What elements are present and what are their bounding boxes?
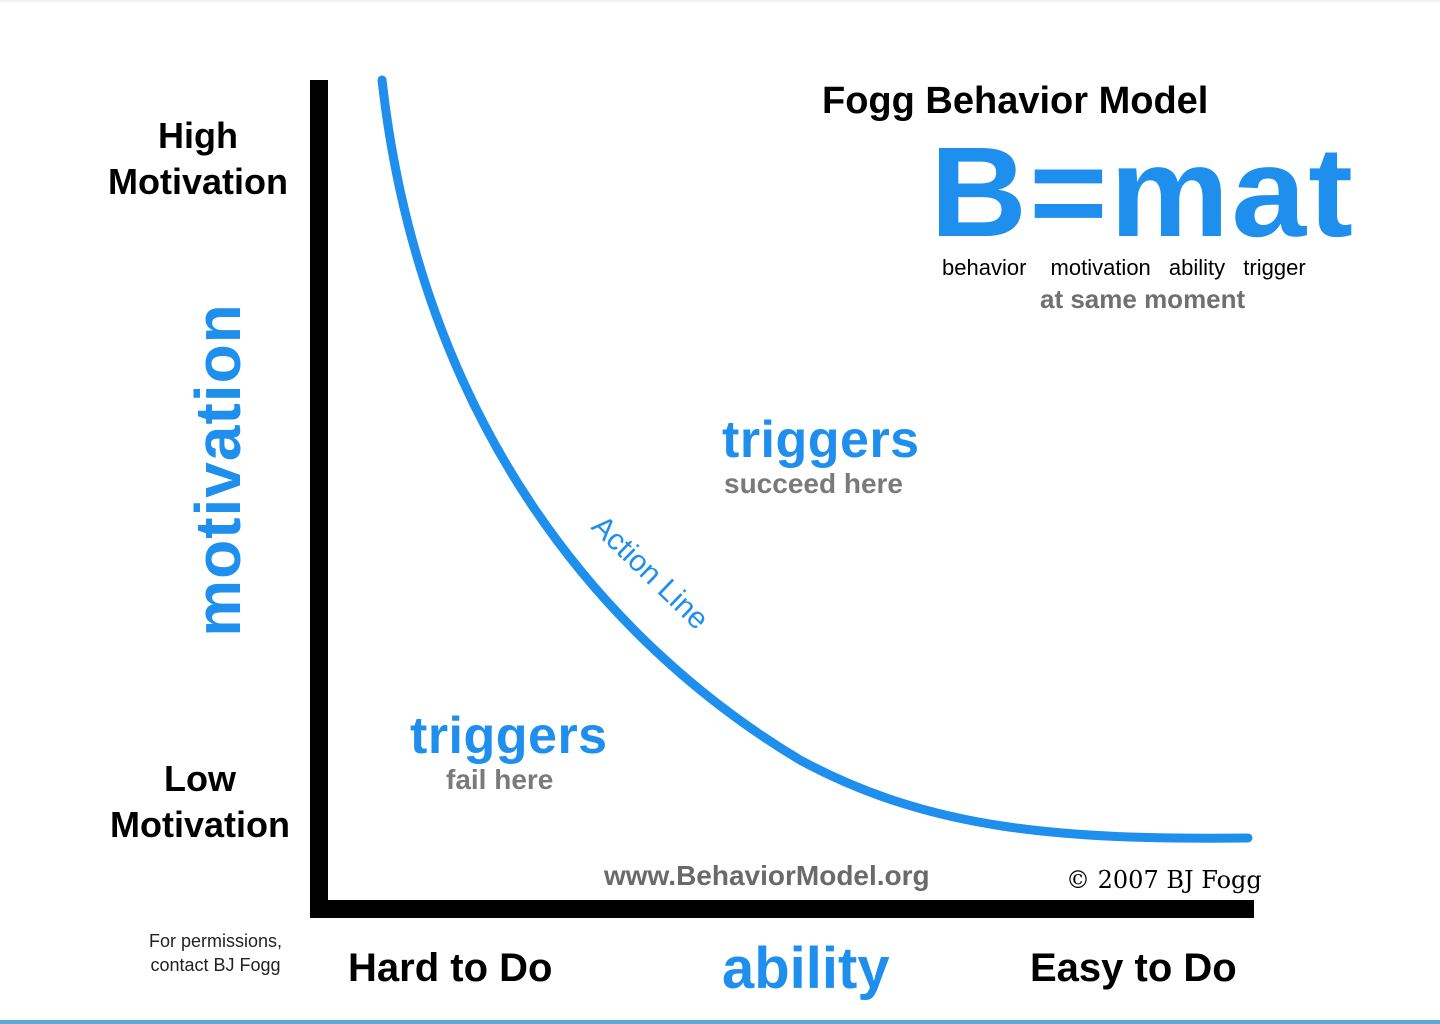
motivation-axis-title: motivation [182,303,254,637]
ability-axis-title: ability [722,936,890,1001]
easy-to-do-label: Easy to Do [1030,946,1237,990]
succeed-zone-subtitle: succeed here [724,468,903,499]
hard-to-do-label: Hard to Do [348,946,553,990]
website-label: www.BehaviorModel.org [604,860,930,891]
formula-terms: behavior motivation ability trigger [942,255,1306,281]
low-motivation-line2: Motivation [110,804,290,845]
copyright-label: © 2007 BJ Fogg [1066,866,1262,894]
page-top-border [0,0,1440,2]
formula-term-behavior: behavior [942,255,1027,280]
low-motivation-line1: Low [164,758,236,799]
formula-note: at same moment [1040,284,1246,314]
succeed-zone-title: triggers [722,411,920,469]
model-title: Fogg Behavior Model [822,80,1209,122]
high-motivation-line1: High [158,115,238,156]
permissions-line2: contact BJ Fogg [150,955,281,975]
formula-term-trigger: trigger [1243,255,1306,280]
y-axis-line [310,80,328,918]
low-motivation-label: Low Motivation [90,756,310,848]
high-motivation-label: High Motivation [88,113,308,205]
page-bottom-border [0,1020,1440,1024]
formula-term-ability: ability [1168,255,1226,280]
permissions-line1: For permissions, [148,931,283,951]
high-motivation-line2: Motivation [108,161,288,202]
formula: B=mat [930,121,1356,264]
formula-term-motivation: motivation [1050,255,1151,280]
permissions-note: For permissions, contact BJ Fogg [128,929,303,977]
fail-zone-title: triggers [410,707,608,765]
x-axis-line [310,900,1254,918]
action-line-label: Action Line [585,509,715,636]
fail-zone-subtitle: fail here [446,764,554,795]
